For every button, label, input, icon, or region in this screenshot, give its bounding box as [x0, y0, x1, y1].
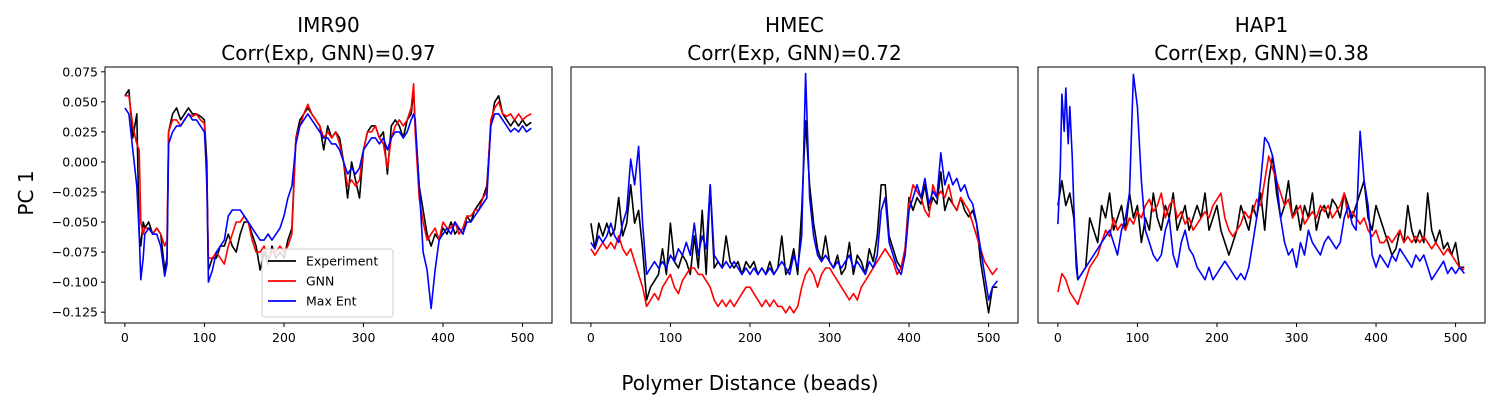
- series-line-gnn: [590, 184, 998, 314]
- panel-subtitle-imr90: Corr(Exp, GNN)=0.97: [221, 41, 436, 65]
- x-tick-label: 500: [977, 330, 1001, 345]
- panel-title-imr90: IMR90: [297, 13, 360, 37]
- x-tick-label: 100: [658, 330, 682, 345]
- y-tick-label: −0.075: [52, 245, 98, 260]
- legend-box: [261, 248, 394, 318]
- x-tick-label: 200: [738, 330, 762, 345]
- y-tick-label: −0.050: [52, 215, 98, 230]
- x-tick-label: 0: [587, 330, 595, 345]
- x-tick-label: 400: [1364, 330, 1388, 345]
- x-tick-label: 100: [192, 330, 216, 345]
- panel-subtitle-hap1: Corr(Exp, GNN)=0.38: [1154, 41, 1369, 65]
- x-tick-label: 200: [272, 330, 296, 345]
- legend-label: Experiment: [306, 254, 378, 269]
- panel-subtitle-hmec: Corr(Exp, GNN)=0.72: [687, 41, 902, 65]
- plot-frame: [1037, 66, 1486, 324]
- legend: Experiment GNN Max Ent: [261, 248, 394, 318]
- x-axis-label: Polymer Distance (beads): [621, 371, 878, 395]
- panel-hmec: HMEC Corr(Exp, GNN)=0.72 0 100 200 300 400 500: [570, 13, 1019, 345]
- series-line-gnn: [1057, 155, 1465, 306]
- x-tick-label: 300: [352, 330, 376, 345]
- x-tick-label: 500: [511, 330, 535, 345]
- y-tick-label: 0.050: [62, 94, 98, 109]
- panel-title-hap1: HAP1: [1235, 13, 1289, 37]
- x-tick-label: 300: [818, 330, 842, 345]
- x-tick-label: 400: [897, 330, 921, 345]
- x-tick-label: 100: [1125, 330, 1149, 345]
- legend-label: Max Ent: [306, 294, 357, 309]
- x-tick-label: 300: [1285, 330, 1309, 345]
- x-tick-label: 500: [1444, 330, 1468, 345]
- plot-frame: [570, 66, 1019, 324]
- series-line-experiment: [590, 120, 998, 314]
- series-line-max-ent: [124, 107, 532, 310]
- panel-title-hmec: HMEC: [765, 13, 824, 37]
- series-line-max-ent: [590, 72, 998, 301]
- legend-label: GNN: [306, 274, 334, 289]
- series-group: [1057, 73, 1465, 306]
- plot-frame: [104, 66, 553, 324]
- x-tick-label: 200: [1205, 330, 1229, 345]
- x-tick-label: 0: [1054, 330, 1062, 345]
- y-tick-label: 0.075: [62, 64, 98, 79]
- panel-imr90: IMR90 Corr(Exp, GNN)=0.97 0 100 200 300 400 500…: [52, 13, 553, 345]
- x-tick-label: 0: [121, 330, 129, 345]
- y-axis-label: PC 1: [14, 170, 38, 215]
- y-tick-label: −0.125: [52, 305, 98, 320]
- y-tick-label: 0.000: [62, 154, 98, 169]
- series-group: [590, 72, 998, 314]
- series-group: [124, 83, 532, 310]
- panel-hap1: HAP1 Corr(Exp, GNN)=0.38 0 100 200 300 400 500: [1037, 13, 1486, 345]
- y-tick-label: 0.025: [62, 124, 98, 139]
- x-tick-label: 400: [431, 330, 455, 345]
- y-tick-label: −0.100: [52, 275, 98, 290]
- y-tick-label: −0.025: [52, 184, 98, 199]
- series-line-max-ent: [1057, 73, 1465, 281]
